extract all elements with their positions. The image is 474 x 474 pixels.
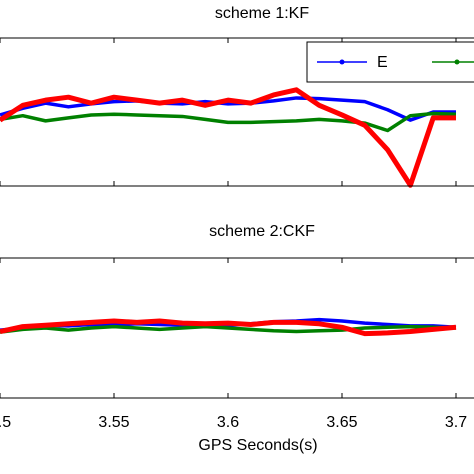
x-tick-label: 3.5 <box>0 414 11 431</box>
x-tick-label: 3.65 <box>326 414 357 431</box>
x-axis-label: GPS Seconds(s) <box>198 437 317 454</box>
chart-title: scheme 1:KF <box>215 5 309 22</box>
legend-label: E <box>377 54 388 71</box>
plot-frame <box>0 257 474 399</box>
series-line <box>0 324 457 334</box>
series-line <box>0 111 457 133</box>
plot-frame <box>0 37 474 187</box>
series-line <box>0 87 456 188</box>
chart-title: scheme 2:CKF <box>209 223 315 240</box>
legend-marker <box>454 59 460 65</box>
x-tick-label: 3.7 <box>445 414 467 431</box>
series-line <box>0 318 457 337</box>
series-line <box>0 96 456 122</box>
x-tick-label: 3.6 <box>217 414 239 431</box>
x-tick-label: 3.55 <box>98 414 129 431</box>
legend-marker <box>339 59 345 65</box>
